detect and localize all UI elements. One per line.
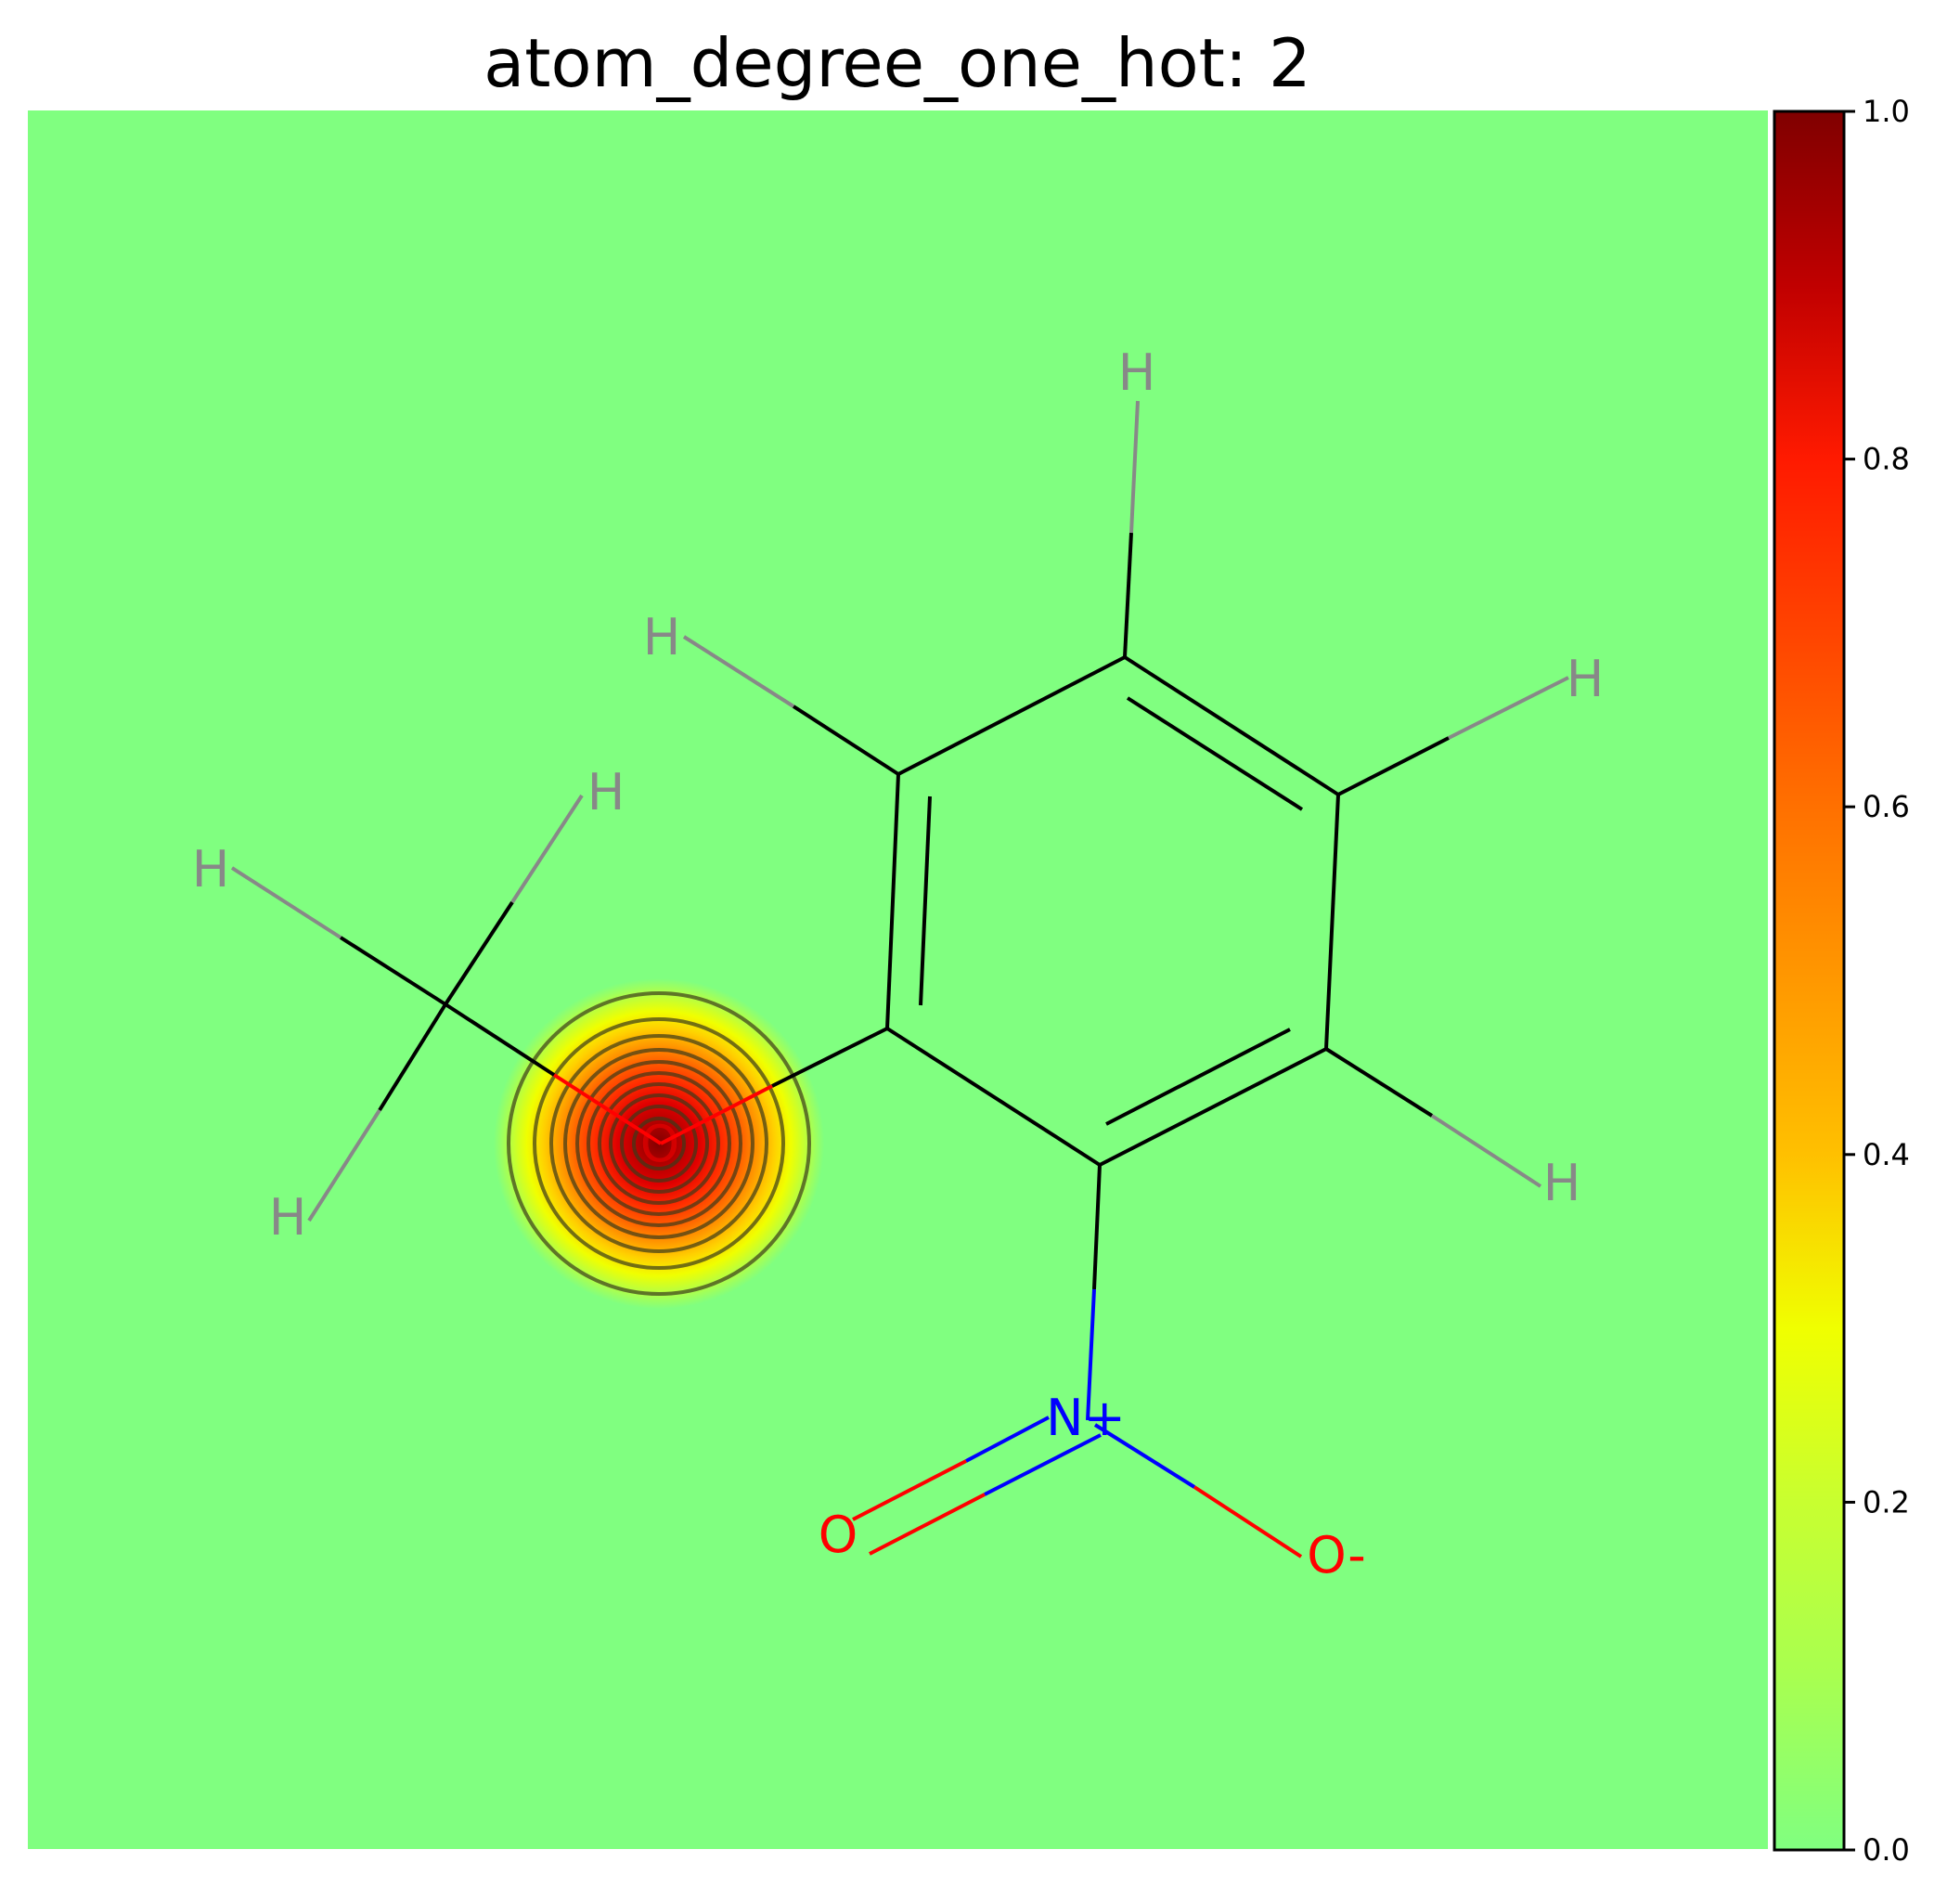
atom-label-o: O	[819, 1506, 858, 1564]
contour-ring	[507, 991, 811, 1296]
colorbar-tick-label: 0.0	[1863, 1832, 1910, 1868]
bond	[1324, 1047, 1434, 1118]
chart-title: atom_degree_one_hot: 2	[484, 24, 1311, 102]
colorbar-tick-label: 0.8	[1863, 442, 1910, 477]
contour-ring	[598, 1082, 720, 1205]
bond	[965, 1416, 1050, 1463]
bond	[1092, 1164, 1102, 1290]
bond	[771, 1027, 888, 1088]
bond	[1337, 736, 1450, 796]
bond	[339, 936, 447, 1006]
atom-label-h: H	[1118, 343, 1156, 402]
contour-ring	[563, 1048, 754, 1239]
bond	[552, 1073, 663, 1145]
contour-lines	[507, 991, 811, 1296]
bond	[1123, 532, 1133, 658]
bond	[885, 1027, 1102, 1167]
bond	[885, 773, 900, 1029]
colorbar-tick-label: 0.4	[1863, 1137, 1910, 1172]
atom-label-n-plus: N+	[1046, 1389, 1126, 1447]
contour-ring	[533, 1017, 785, 1270]
bond	[1123, 655, 1340, 796]
bond	[852, 1459, 967, 1521]
atom-labels: H H H H H H H O N+ O O-	[192, 343, 1605, 1584]
colorbar-ticks: 0.0 0.2 0.4 0.6 0.8 1.0	[1844, 94, 1910, 1868]
bond	[897, 655, 1126, 776]
colorbar: 0.0 0.2 0.4 0.6 0.8 1.0	[1773, 94, 1910, 1868]
bond	[1193, 1485, 1303, 1558]
bond	[510, 794, 584, 904]
bond	[682, 635, 795, 708]
atom-label-h: H	[269, 1188, 307, 1247]
bond	[444, 1002, 556, 1077]
bond	[1093, 1423, 1196, 1489]
colorbar-tick-label: 0.6	[1863, 789, 1910, 824]
bond	[230, 866, 342, 939]
bond	[1105, 1028, 1291, 1126]
atom-label-h: H	[1543, 1154, 1581, 1212]
atom-label-h: H	[643, 608, 681, 666]
bond	[1086, 1288, 1096, 1421]
bond	[984, 1433, 1102, 1496]
contour-ring	[575, 1060, 742, 1227]
contour-ring	[632, 1117, 686, 1170]
atom-label-o-minus: O-	[1307, 1526, 1366, 1584]
contour-ring	[620, 1105, 698, 1183]
bond	[1324, 794, 1340, 1050]
contour-ring	[609, 1093, 709, 1194]
atom-label-h: H	[1567, 650, 1605, 708]
atom-label-h: H	[587, 763, 625, 821]
contour-ring	[587, 1071, 731, 1216]
bond	[444, 900, 514, 1006]
bond	[660, 1084, 773, 1145]
bond	[307, 1108, 381, 1222]
colorbar-tick-label: 1.0	[1863, 94, 1910, 129]
bond	[1126, 696, 1304, 811]
bond	[919, 795, 932, 1006]
colorbar-tick-label: 0.2	[1863, 1484, 1910, 1520]
bond	[378, 1002, 447, 1112]
atom-label-h: H	[192, 840, 230, 899]
bond	[869, 1493, 986, 1556]
bond	[1430, 1114, 1542, 1188]
molecule-bonds	[230, 400, 1569, 1558]
bond	[1448, 676, 1569, 740]
contour-ring	[549, 1034, 768, 1253]
atom-label-o: O	[640, 1115, 680, 1173]
bond	[1099, 1047, 1327, 1167]
heatmap-background	[28, 110, 1768, 1849]
colorbar-gradient	[1773, 110, 1846, 1852]
bond	[792, 705, 900, 776]
bond	[1129, 400, 1140, 534]
